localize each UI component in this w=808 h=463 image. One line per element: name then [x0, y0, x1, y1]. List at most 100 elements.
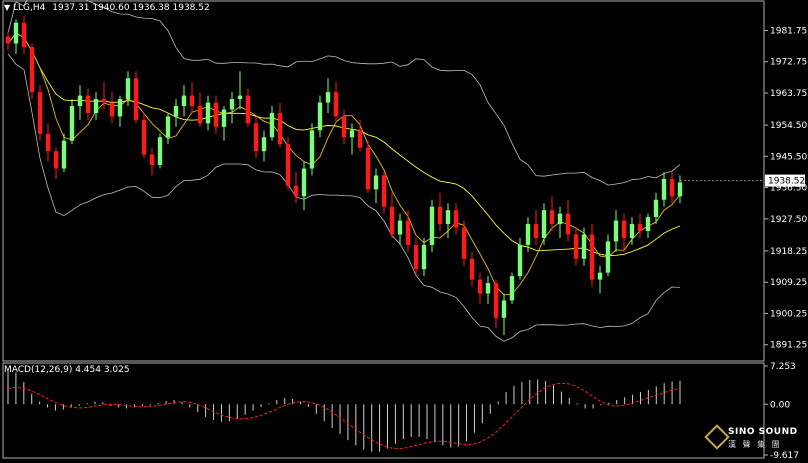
chart-header: ▼ LLG,H4 1937.31 1940.60 1936.38 1938.52: [4, 3, 210, 13]
y-tick-label: 1891.25: [770, 341, 807, 351]
ohlc-label: 1937.31 1940.60 1936.38 1938.52: [52, 3, 210, 13]
candle-body: [461, 227, 467, 259]
y-tick-label: 1981.75: [770, 26, 807, 36]
candle-body: [381, 175, 387, 207]
candle-body: [341, 116, 347, 138]
candle-body: [245, 95, 251, 124]
candle-body: [101, 99, 107, 103]
candle-body: [285, 144, 291, 186]
candle-body: [109, 102, 115, 117]
candle-body: [453, 210, 459, 228]
candle-body: [85, 95, 91, 113]
y-tick-label: 1945.50: [770, 152, 807, 162]
candle-body: [397, 220, 403, 235]
collapse-triangle-icon[interactable]: ▼: [4, 3, 11, 12]
candle-body: [653, 199, 659, 218]
candle-body: [365, 147, 371, 190]
candle-body: [45, 133, 51, 152]
candle-body: [301, 168, 307, 197]
y-tick-label: 1972.75: [770, 58, 807, 68]
candle-body: [173, 106, 179, 117]
candle-body: [309, 130, 315, 169]
candle-body: [549, 210, 555, 225]
logo-name: SINO SOUND: [728, 427, 798, 437]
candle-body: [237, 95, 243, 100]
candle-body: [125, 78, 131, 100]
price-chart[interactable]: 1981.75 1972.75 1963.75 1954.50 1945.50 1936.…: [0, 0, 808, 362]
candle-body: [485, 283, 491, 294]
bollinger-lower-line: [7, 53, 681, 342]
candle-body: [405, 220, 411, 245]
candle-body: [149, 154, 155, 166]
candle-body: [533, 224, 539, 238]
candle-body: [589, 234, 595, 280]
candle-body: [517, 244, 523, 277]
candle-body: [69, 106, 75, 141]
candle-body: [117, 99, 123, 117]
candle-body: [445, 210, 451, 225]
candle-body: [373, 175, 379, 190]
candle-body: [541, 210, 547, 238]
candle-body: [181, 95, 187, 107]
candle-body: [613, 220, 619, 242]
candle-body: [197, 106, 203, 124]
macd-y-tick-label: 7.253: [770, 362, 796, 372]
macd-y-tick-label: 0.00: [770, 400, 790, 410]
candle-body: [637, 224, 643, 232]
candle-body: [53, 151, 59, 169]
candle-body: [621, 220, 627, 238]
candle-body: [493, 283, 499, 318]
candle-body: [5, 36, 11, 44]
candle-body: [61, 140, 67, 169]
candle-body: [293, 185, 299, 197]
price-plot-frame: [2, 0, 765, 362]
candle-body: [165, 116, 171, 138]
candle-body: [661, 178, 667, 200]
logo-subtitle: 漢 聲 集 團: [728, 440, 782, 449]
candle-body: [13, 22, 19, 44]
candle-body: [413, 244, 419, 270]
candle-body: [77, 95, 83, 107]
candle-body: [469, 258, 475, 280]
candle-body: [645, 217, 651, 232]
logo-diamond-icon: [704, 424, 730, 450]
candle-body: [429, 206, 435, 245]
candle-body: [213, 102, 219, 127]
candle-body: [421, 244, 427, 270]
candle-body: [357, 130, 363, 148]
macd-chart[interactable]: 7.253 0.00 -9.617: [0, 362, 808, 461]
y-tick-label: 1936.50: [770, 184, 807, 194]
macd-plot-frame: [2, 362, 765, 459]
y-tick-label: 1927.50: [770, 215, 807, 225]
candle-body: [509, 276, 515, 301]
candle-body: [605, 241, 611, 273]
candle-body: [269, 112, 275, 138]
y-tick-label: 1900.25: [770, 309, 807, 319]
candle-body: [229, 99, 235, 110]
macd-panel: MACD(12,26,9) 4.454 3.025 7.253 0.00 -9.61…: [0, 362, 808, 461]
y-tick-label: 1918.25: [770, 247, 807, 257]
candle-body: [29, 46, 35, 93]
candle-body: [349, 130, 355, 138]
candle-body: [157, 137, 163, 166]
candle-body: [21, 22, 27, 47]
y-tick-label: 1909.25: [770, 278, 807, 288]
candle-body: [37, 92, 43, 134]
sino-sound-logo: SINO SOUND 漢 聲 集 團: [704, 424, 806, 455]
candle-body: [221, 109, 227, 127]
y-tick-label: 1954.50: [770, 121, 807, 131]
candle-body: [141, 119, 147, 155]
candle-body: [261, 137, 267, 152]
candle-body: [669, 178, 675, 197]
candle-body: [325, 92, 331, 103]
current-price-box: [765, 174, 805, 187]
candle-body: [525, 224, 531, 245]
candle-body: [677, 182, 683, 197]
candle-body: [277, 112, 283, 145]
macd-y-tick-label: -9.617: [770, 451, 799, 459]
price-panel: ▼ LLG,H4 1937.31 1940.60 1936.38 1938.52…: [0, 0, 808, 362]
candle-body: [477, 279, 483, 294]
candle-body: [565, 213, 571, 235]
current-price-label: 1938.52: [768, 177, 805, 187]
candle-body: [557, 213, 563, 225]
